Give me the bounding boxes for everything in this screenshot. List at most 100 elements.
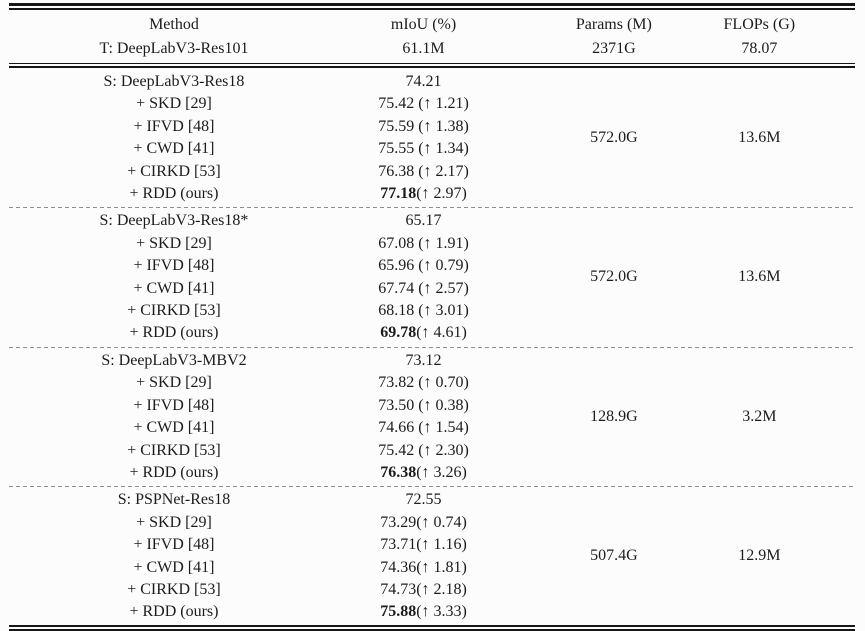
table-row: + CWD [41] 74.66 (↑ 1.54) [9, 417, 855, 439]
separator-cell [9, 205, 855, 210]
miou-gain: (↑ 1.91) [414, 234, 469, 252]
table-row: + CWD [41] 67.74 (↑ 2.57) [9, 278, 855, 300]
miou-cell: 69.78(↑ 4.61) [339, 322, 508, 344]
miou-cell: 76.38 (↑ 2.17) [339, 161, 508, 183]
dashed-rule [9, 346, 855, 348]
miou-cell: 77.18(↑ 2.97) [339, 183, 508, 205]
method-cell: S: PSPNet-Res18 [117, 491, 231, 509]
table-row: S: DeepLabV3-Res18 74.21 572.0G 13.6M [9, 71, 855, 146]
separator-cell [9, 345, 855, 350]
miou-cell: 65.96 (↑ 0.79) [339, 255, 508, 277]
miou-cell: 75.42 (↑ 2.30) [339, 440, 508, 462]
miou-value: 67.74 [378, 279, 415, 297]
table-section: S: DeepLabV3-MBV2 73.12 128.9G 3.2M + SKD [2… [9, 350, 855, 484]
table-row: S: PSPNet-Res18 72.55 507.4G 12.9M [9, 489, 855, 564]
miou-cell: 72.55 [339, 489, 508, 511]
miou-gain: (↑ 2.97) [416, 185, 467, 203]
method-cell: + SKD [29] [136, 234, 212, 252]
miou-cell: 73.50 (↑ 0.38) [339, 395, 508, 417]
method-cell: + CWD [41] [133, 279, 215, 297]
miou-cell: 74.36(↑ 1.81) [339, 557, 508, 579]
miou-value: 74.21 [405, 73, 442, 90]
miou-value: 75.59 [378, 117, 415, 135]
table-row: + SKD [29] 67.08 (↑ 1.91) [9, 233, 855, 255]
miou-cell: 73.12 [339, 350, 508, 372]
table-row: + IFVD [48] 73.71(↑ 1.16) [9, 534, 855, 556]
method-cell: + SKD [29] [136, 95, 212, 113]
method-cell: + IFVD [48] [133, 396, 215, 414]
miou-cell: 75.55 (↑ 1.34) [339, 138, 508, 160]
section-separator [9, 345, 855, 350]
teacher-params-cell: 2371G [592, 40, 636, 58]
miou-gain: (↑ 2.18) [416, 580, 467, 598]
miou-value: 76.38 [378, 162, 415, 180]
table-row: + RDD (ours) 76.38(↑ 3.26) [9, 462, 855, 484]
method-cell: + CIRKD [53] [127, 162, 221, 180]
method-cell: + RDD (ours) [129, 185, 219, 203]
miou-value: 74.66 [378, 419, 415, 437]
miou-cell: 73.71(↑ 1.16) [339, 534, 508, 556]
miou-value: 77.18 [380, 185, 417, 203]
params-cell: 572.0G [590, 268, 638, 286]
method-cell: + CWD [41] [133, 419, 215, 437]
teacher-method-cell: T: DeepLabV3-Res101 [99, 40, 249, 58]
table-row: + CWD [41] 74.36(↑ 1.81) [9, 557, 855, 579]
miou-cell: 74.21 [339, 71, 508, 93]
miou-value: 73.29 [380, 513, 417, 531]
miou-gain: (↑ 1.21) [414, 95, 469, 113]
table-section: S: PSPNet-Res18 72.55 507.4G 12.9M + SKD [29… [9, 489, 855, 623]
params-cell: 572.0G [590, 129, 638, 147]
miou-gain: (↑ 0.74) [416, 513, 467, 531]
miou-gain: (↑ 3.01) [414, 302, 469, 320]
miou-value: 65.17 [405, 212, 442, 230]
separator-cell [9, 484, 855, 489]
miou-cell: 73.82 (↑ 0.70) [339, 372, 508, 394]
method-cell: + RDD (ours) [129, 603, 219, 621]
method-cell: + IFVD [48] [133, 536, 215, 554]
miou-cell: 75.42 (↑ 1.21) [339, 93, 508, 115]
params-cell: 507.4G [590, 547, 638, 565]
miou-value: 72.55 [405, 491, 442, 509]
miou-value: 75.42 [378, 441, 415, 459]
miou-cell: 67.08 (↑ 1.91) [339, 233, 508, 255]
method-cell: S: DeepLabV3-MBV2 [101, 351, 247, 369]
section-separator [9, 484, 855, 489]
miou-cell: 75.59 (↑ 1.38) [339, 116, 508, 138]
table-row: + RDD (ours) 75.88(↑ 3.33) [9, 601, 855, 623]
method-cell: + CIRKD [53] [127, 302, 221, 320]
miou-cell: 68.18 (↑ 3.01) [339, 300, 508, 322]
table-row: + CIRKD [53] 74.73(↑ 2.18) [9, 579, 855, 601]
table-row: + CIRKD [53] 76.38 (↑ 2.17) [9, 161, 855, 183]
dashed-rule [9, 486, 855, 488]
teacher-row: T: DeepLabV3-Res101 61.1M 2371G 78.07 [9, 38, 855, 61]
separator-row [9, 205, 855, 210]
miou-value: 75.55 [378, 140, 415, 158]
method-cell: + SKD [29] [136, 374, 212, 392]
miou-cell: 65.17 [339, 210, 508, 232]
miou-cell: 75.88(↑ 3.33) [339, 601, 508, 623]
miou-value: 74.36 [380, 558, 417, 576]
miou-value: 73.82 [378, 374, 415, 392]
column-header-miou: mIoU (%) [390, 16, 457, 34]
miou-value: 74.73 [380, 580, 417, 598]
method-cell: + IFVD [48] [133, 117, 215, 135]
miou-cell: 67.74 (↑ 2.57) [339, 278, 508, 300]
teacher-flops-cell: 78.07 [741, 40, 778, 58]
dashed-rule [9, 207, 855, 209]
bottom-rule [9, 624, 855, 631]
miou-gain: (↑ 2.57) [414, 279, 469, 297]
table-section: S: DeepLabV3-Res18* 65.17 572.0G 13.6M + SKD… [9, 210, 855, 344]
mid-rule [9, 63, 855, 68]
method-cell: S: DeepLabV3-Res18* [99, 212, 249, 230]
table-row: + SKD [29] 73.29(↑ 0.74) [9, 512, 855, 534]
miou-cell: 74.66 (↑ 1.54) [339, 417, 508, 439]
flops-cell: 13.6M [738, 129, 781, 147]
table-row: + RDD (ours) 77.18(↑ 2.97) [9, 183, 855, 205]
table-header: Method mIoU (%) Params (M) FLOPs (G) T: … [9, 10, 855, 61]
table-row: + IFVD [48] 65.96 (↑ 0.79) [9, 255, 855, 277]
table-section: S: DeepLabV3-Res18 74.21 572.0G 13.6M + SKD … [9, 71, 855, 205]
miou-gain: (↑ 2.30) [414, 441, 469, 459]
params-cell: 128.9G [590, 407, 638, 425]
flops-cell: 13.6M [738, 268, 781, 286]
miou-value: 73.50 [378, 396, 415, 414]
